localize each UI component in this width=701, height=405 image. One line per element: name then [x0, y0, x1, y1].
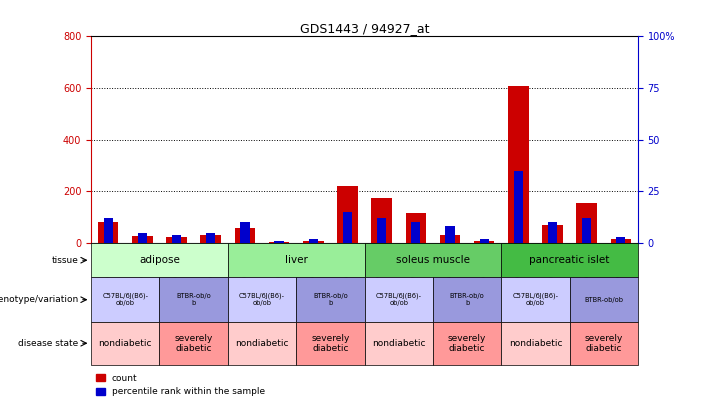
- Text: C57BL/6J(B6)-
ob/ob: C57BL/6J(B6)- ob/ob: [376, 293, 422, 307]
- Bar: [98, 222, 118, 243]
- Bar: [365, 277, 433, 322]
- Bar: [365, 322, 433, 364]
- Bar: [582, 218, 591, 243]
- Bar: [138, 232, 147, 243]
- Bar: [228, 322, 297, 364]
- Bar: [548, 222, 557, 243]
- Bar: [200, 235, 221, 243]
- Bar: [569, 322, 638, 364]
- Bar: [445, 226, 454, 243]
- Text: nondiabetic: nondiabetic: [372, 339, 426, 348]
- Bar: [474, 241, 494, 243]
- Text: severely
diabetic: severely diabetic: [585, 334, 623, 353]
- Text: pancreatic islet: pancreatic islet: [529, 255, 610, 265]
- Bar: [91, 322, 160, 364]
- Text: BTBR-ob/o
b: BTBR-ob/o b: [176, 293, 211, 306]
- Text: C57BL/6J(B6)-
ob/ob: C57BL/6J(B6)- ob/ob: [512, 293, 559, 307]
- Legend: count, percentile rank within the sample: count, percentile rank within the sample: [95, 374, 265, 396]
- Text: nondiabetic: nondiabetic: [99, 339, 152, 348]
- Text: severely
diabetic: severely diabetic: [175, 334, 213, 353]
- Text: BTBR-ob/o
b: BTBR-ob/o b: [313, 293, 348, 306]
- Bar: [160, 322, 228, 364]
- Bar: [611, 239, 631, 243]
- Bar: [616, 237, 625, 243]
- Bar: [501, 277, 569, 322]
- Text: liver: liver: [285, 255, 308, 265]
- Bar: [433, 322, 501, 364]
- Text: C57BL/6J(B6)-
ob/ob: C57BL/6J(B6)- ob/ob: [102, 293, 149, 307]
- Bar: [337, 186, 358, 243]
- Text: BTBR-ob/o
b: BTBR-ob/o b: [449, 293, 484, 306]
- Text: nondiabetic: nondiabetic: [236, 339, 289, 348]
- Bar: [543, 225, 563, 243]
- Bar: [508, 86, 529, 243]
- Bar: [269, 242, 290, 243]
- Bar: [433, 277, 501, 322]
- Bar: [411, 222, 421, 243]
- Bar: [377, 218, 386, 243]
- Bar: [514, 171, 523, 243]
- Bar: [228, 243, 365, 277]
- Bar: [206, 232, 215, 243]
- Bar: [91, 243, 228, 277]
- Bar: [104, 218, 113, 243]
- Text: disease state: disease state: [18, 339, 79, 348]
- Bar: [297, 277, 365, 322]
- Bar: [365, 243, 501, 277]
- Bar: [440, 235, 460, 243]
- Bar: [228, 277, 297, 322]
- Text: nondiabetic: nondiabetic: [509, 339, 562, 348]
- Text: BTBR-ob/ob: BTBR-ob/ob: [584, 297, 623, 303]
- Bar: [303, 241, 324, 243]
- Bar: [132, 236, 153, 243]
- Text: severely
diabetic: severely diabetic: [311, 334, 350, 353]
- Text: soleus muscle: soleus muscle: [396, 255, 470, 265]
- Text: C57BL/6J(B6)-
ob/ob: C57BL/6J(B6)- ob/ob: [239, 293, 285, 307]
- Bar: [501, 322, 569, 364]
- Bar: [569, 277, 638, 322]
- Bar: [172, 235, 181, 243]
- Bar: [297, 322, 365, 364]
- Bar: [240, 222, 250, 243]
- Bar: [372, 198, 392, 243]
- Bar: [166, 237, 186, 243]
- Bar: [308, 239, 318, 243]
- Bar: [479, 239, 489, 243]
- Title: GDS1443 / 94927_at: GDS1443 / 94927_at: [300, 22, 429, 35]
- Bar: [91, 277, 160, 322]
- Bar: [160, 277, 228, 322]
- Bar: [501, 243, 638, 277]
- Bar: [343, 212, 352, 243]
- Text: genotype/variation: genotype/variation: [0, 295, 79, 304]
- Bar: [576, 203, 597, 243]
- Text: adipose: adipose: [139, 255, 180, 265]
- Text: severely
diabetic: severely diabetic: [448, 334, 486, 353]
- Bar: [405, 213, 426, 243]
- Text: tissue: tissue: [52, 256, 79, 265]
- Bar: [235, 228, 255, 243]
- Bar: [275, 241, 284, 243]
